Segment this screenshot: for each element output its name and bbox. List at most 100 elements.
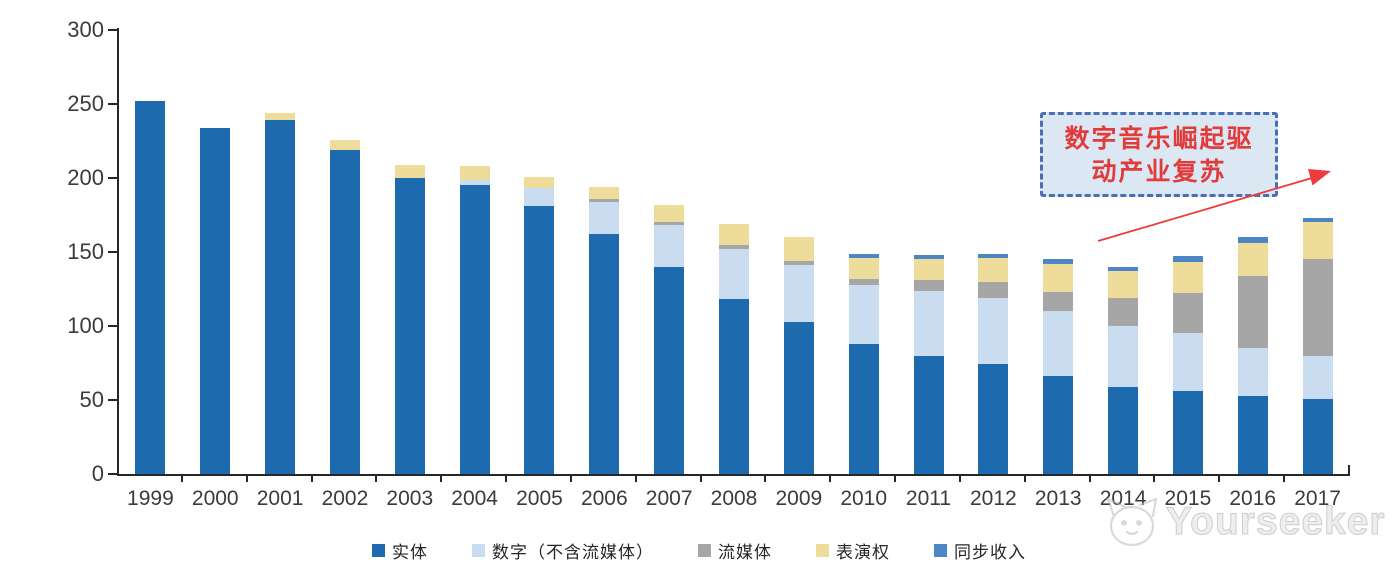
bar-slot-2017 <box>1285 30 1350 474</box>
x-tick-label-2011: 2011 <box>905 487 952 510</box>
bar-segment-数字（不含流媒体） <box>719 249 750 300</box>
x-tick <box>829 474 832 482</box>
y-tick <box>108 399 117 401</box>
bar-segment-表演权 <box>394 164 425 178</box>
bar-2005 <box>524 176 555 474</box>
bar-slot-2014 <box>1091 30 1156 474</box>
x-tick-label-2005: 2005 <box>516 487 563 510</box>
bar-segment-表演权 <box>589 186 620 199</box>
bar-segment-实体 <box>265 120 296 474</box>
bar-slot-2001 <box>248 30 313 474</box>
bar-slot-2003 <box>377 30 442 474</box>
bar-2011 <box>913 254 944 474</box>
y-tick-label: 200 <box>67 165 104 190</box>
bar-segment-流媒体 <box>1172 293 1203 334</box>
x-tick <box>505 474 508 482</box>
legend-item-2: 流媒体 <box>698 538 772 563</box>
bar-segment-流媒体 <box>654 222 685 226</box>
y-axis-line <box>117 28 119 476</box>
bar-segment-表演权 <box>913 259 944 281</box>
x-tick <box>1153 474 1156 482</box>
bar-segment-实体 <box>1302 398 1333 474</box>
bar-segment-实体 <box>848 343 879 474</box>
bar-segment-实体 <box>913 355 944 474</box>
legend-label: 流媒体 <box>718 543 772 563</box>
bar-slot-2009 <box>766 30 831 474</box>
bar-slot-2011 <box>896 30 961 474</box>
y-tick <box>108 29 117 31</box>
bar-2002 <box>329 139 360 474</box>
bar-segment-实体 <box>135 101 166 474</box>
bar-segment-表演权 <box>265 112 296 121</box>
bar-2006 <box>589 186 620 474</box>
bar-segment-数字（不含流媒体） <box>1108 326 1139 387</box>
annotation-box: 数字音乐崛起驱 动产业复苏 <box>1040 112 1278 197</box>
bar-slot-2000 <box>183 30 248 474</box>
x-tick <box>1218 474 1221 482</box>
legend: 实体 数字（不含流媒体） 流媒体 表演权 同步收入 <box>0 538 1398 563</box>
bar-2003 <box>394 164 425 474</box>
bar-slot-2004 <box>442 30 507 474</box>
bar-segment-实体 <box>1108 386 1139 474</box>
legend-swatch-icon <box>698 544 711 557</box>
bar-slot-2012 <box>961 30 1026 474</box>
legend-item-4: 同步收入 <box>934 538 1026 563</box>
bar-segment-表演权 <box>848 257 879 279</box>
bar-segment-实体 <box>524 206 555 474</box>
bar-segment-实体 <box>1043 376 1074 474</box>
bar-slot-2006 <box>572 30 637 474</box>
cat-face-icon <box>1106 497 1158 547</box>
y-tick-label: 100 <box>67 313 104 338</box>
bar-segment-表演权 <box>1043 263 1074 292</box>
x-tick-label-2004: 2004 <box>451 487 498 510</box>
legend-swatch-icon <box>472 544 485 557</box>
bar-segment-表演权 <box>654 204 685 223</box>
bar-slot-2007 <box>637 30 702 474</box>
bar-1999 <box>135 101 166 474</box>
bar-segment-同步收入 <box>1172 256 1203 263</box>
bar-segment-同步收入 <box>1302 218 1333 223</box>
bar-segment-实体 <box>200 127 231 474</box>
bar-segment-数字（不含流媒体） <box>978 297 1009 365</box>
bar-segment-表演权 <box>1108 271 1139 298</box>
x-tick <box>894 474 897 482</box>
bar-segment-流媒体 <box>589 198 620 202</box>
bar-2014 <box>1108 266 1139 474</box>
y-tick-label: 0 <box>91 461 104 486</box>
legend-label: 数字（不含流媒体） <box>492 543 654 563</box>
x-tick-label-2017: 2017 <box>1294 487 1341 510</box>
bar-slot-2013 <box>1026 30 1091 474</box>
bar-segment-表演权 <box>719 223 750 245</box>
x-tick-label-2006: 2006 <box>580 487 628 510</box>
annotation-text-line1: 数字音乐崛起驱 <box>1064 123 1254 153</box>
x-tick-label-2016: 2016 <box>1229 487 1277 510</box>
watermark: Yourseeker <box>1104 496 1386 548</box>
bar-segment-数字（不含流媒体） <box>459 179 490 186</box>
bar-segment-数字（不含流媒体） <box>589 201 620 235</box>
y-tick <box>108 473 117 475</box>
x-tick-label-2002: 2002 <box>321 487 369 510</box>
bar-segment-实体 <box>589 234 620 474</box>
bar-segment-表演权 <box>524 176 555 189</box>
plot-area <box>118 30 1350 474</box>
legend-item-0: 实体 <box>372 538 428 563</box>
bar-slot-2008 <box>702 30 767 474</box>
bar-segment-数字（不含流媒体） <box>783 265 814 322</box>
y-tick-label: 50 <box>79 387 104 412</box>
x-tick-label-2007: 2007 <box>645 487 693 510</box>
bar-segment-流媒体 <box>848 278 879 285</box>
bar-segment-同步收入 <box>978 253 1009 258</box>
legend-swatch-icon <box>372 544 385 557</box>
annotation-text-line2: 动产业复苏 <box>1091 156 1227 186</box>
y-tick <box>108 103 117 105</box>
x-tick <box>1283 474 1286 482</box>
bar-segment-数字（不含流媒体） <box>1043 311 1074 377</box>
legend-swatch-icon <box>934 544 947 557</box>
legend-label: 实体 <box>392 543 428 563</box>
x-axis-line <box>117 474 1348 476</box>
bar-2016 <box>1237 237 1268 474</box>
legend-item-1: 数字（不含流媒体） <box>472 538 654 563</box>
bar-slot-2010 <box>831 30 896 474</box>
bar-segment-流媒体 <box>1108 297 1139 327</box>
bar-segment-实体 <box>783 321 814 474</box>
